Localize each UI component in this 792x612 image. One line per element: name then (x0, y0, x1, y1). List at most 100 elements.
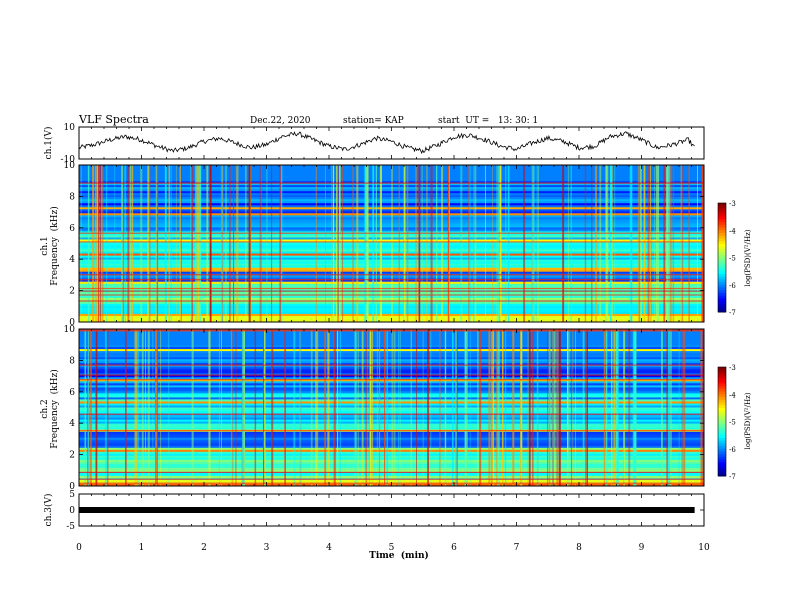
ch1-spec-ylabel-line1: ch.1 (40, 236, 50, 255)
colorbar-segment (718, 462, 726, 466)
colorbar-segment (718, 232, 726, 237)
colorbar-segment (718, 205, 726, 209)
colorbar-segment (718, 470, 726, 474)
colorbar-segment (718, 440, 726, 444)
x-tick-label: 4 (326, 543, 332, 553)
y-tick-label: 6 (69, 224, 75, 234)
colorbar-segment (718, 424, 726, 428)
colorbar-segment (718, 473, 726, 477)
colorbar-segment (718, 375, 726, 379)
colorbar-segment (718, 265, 726, 269)
x-tick-label: 8 (576, 543, 582, 553)
colorbar-segment (718, 407, 726, 412)
colorbar-segment (718, 301, 726, 305)
y-tick-label: 0 (69, 482, 75, 492)
colorbar-segment (718, 435, 726, 439)
panel-frame-ch1-waveform (78, 126, 705, 160)
y-tick-label: -5 (66, 522, 75, 532)
colorbar-segment (718, 238, 726, 242)
colorbar-segment (718, 465, 726, 469)
y-tick-label: 0 (69, 506, 75, 516)
y-tick-label: 8 (69, 356, 75, 366)
ch1-signal-line (78, 131, 695, 155)
colorbar-segment (718, 402, 726, 406)
colorbar-segment (718, 446, 726, 450)
colorbar-segment (718, 448, 726, 452)
x-axis-label: Time (min) (369, 550, 429, 561)
colorbar-tick-label: -7 (729, 309, 736, 317)
y-tick-label: 10 (64, 123, 76, 133)
colorbar-segment (718, 443, 726, 447)
colorbar-segment (718, 203, 726, 207)
colorbar-segment (718, 405, 726, 409)
ch1-spec-ylabel-line2: Frequency (kHz) (49, 206, 60, 285)
colorbar-segment (718, 416, 726, 420)
colorbar-segment (718, 454, 726, 458)
colorbar-segment (718, 292, 726, 297)
colorbar-segment (718, 287, 726, 291)
figure-title: VLF Spectra (78, 113, 149, 126)
colorbar-segment (718, 367, 726, 371)
y-tick-label: 2 (69, 287, 75, 297)
ch2-spec-ylabel-line1: ch.2 (40, 399, 50, 418)
colorbar-tick-label: -3 (729, 200, 736, 208)
colorbar-segment (718, 227, 726, 231)
y-tick-label: 2 (69, 451, 75, 461)
colorbar-tick-label: -4 (729, 391, 736, 399)
colorbar-segment (718, 388, 726, 393)
spectrogram-2 (79, 329, 704, 486)
x-tick-label: 3 (264, 543, 270, 553)
x-tick-label: 9 (639, 543, 645, 553)
colorbar-segment (718, 246, 726, 250)
colorbar-segment (718, 391, 726, 395)
y-tick-label: 10 (64, 325, 76, 335)
colorbar-segment (718, 271, 726, 275)
colorbar-segment (718, 377, 726, 382)
colorbar-tick-label: -6 (729, 446, 736, 454)
colorbar-tick-label: -6 (729, 282, 736, 290)
colorbar-segment (718, 309, 726, 313)
colorbar-segment (718, 451, 726, 455)
colorbar-segment (718, 467, 726, 472)
colorbar-segment (718, 386, 726, 390)
y-tick-label: 6 (69, 388, 75, 398)
spectrogram-1 (79, 165, 704, 322)
colorbar-segment (718, 276, 726, 280)
colorbar-segment (718, 216, 726, 220)
colorbar-tick-label: -7 (729, 473, 736, 481)
colorbar-segment (718, 222, 726, 226)
ch3-signal-line (79, 507, 695, 513)
colorbar-segment (718, 298, 726, 302)
colorbar-segment (718, 394, 726, 398)
colorbar-segment (718, 396, 726, 401)
colorbar-segment (718, 421, 726, 425)
colorbar-segment (718, 306, 726, 310)
x-tick-label: 10 (698, 543, 710, 553)
colorbar-segment (718, 282, 726, 286)
colorbar-segment (718, 279, 726, 283)
y-tick-label: 8 (69, 192, 75, 202)
colorbar-segment (718, 426, 726, 431)
colorbar-segment (718, 260, 726, 264)
colorbar-segment (718, 224, 726, 229)
colorbar-segment (718, 369, 726, 373)
colorbar-tick-label: -5 (729, 255, 736, 263)
colorbar-tick-label: -3 (729, 364, 736, 372)
cb1-label: log(PSD)(V²/Hz) (744, 229, 752, 286)
colorbar-segment (718, 418, 726, 422)
colorbar-segment (718, 380, 726, 384)
colorbar-segment (718, 295, 726, 299)
colorbar-frame (717, 366, 727, 477)
colorbar-segment (718, 213, 726, 218)
colorbar-segment (718, 372, 726, 376)
colorbar-segment (718, 230, 726, 234)
colorbar-segment (718, 249, 726, 253)
x-tick-label: 0 (76, 543, 82, 553)
ch1-waveform-ylabel: ch.1(V) (43, 127, 54, 160)
colorbar-segment (718, 211, 726, 215)
colorbar-segment (718, 456, 726, 461)
y-tick-label: 0 (69, 318, 75, 328)
header-station: station= KAP (343, 116, 404, 126)
colorbar-segment (718, 383, 726, 387)
x-tick-label: 6 (451, 543, 457, 553)
